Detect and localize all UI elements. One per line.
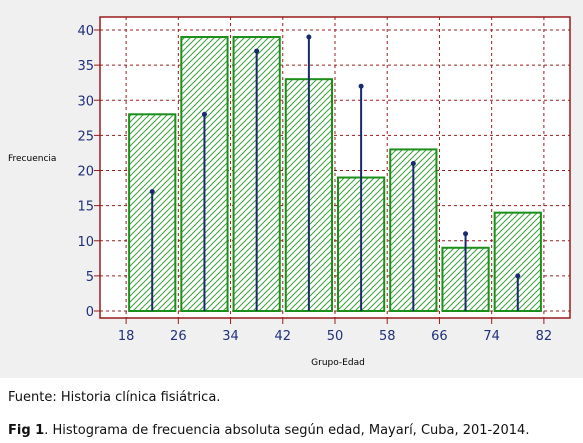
y-tick-label: 35 <box>77 59 94 74</box>
y-tick-label: 40 <box>77 24 94 39</box>
x-tick-label: 50 <box>327 329 344 344</box>
chart-figure: 0 5 10 15 20 25 30 35 40 18 26 34 42 50 58 66 74 82 Frecu… <box>0 0 583 378</box>
source-note: Fuente: Historia clínica fisiátrica. <box>8 390 221 405</box>
stem-point <box>410 160 416 166</box>
y-tick-label: 20 <box>77 165 94 180</box>
x-tick-label: 42 <box>275 329 292 344</box>
x-tick-label: 34 <box>222 329 239 344</box>
figure-caption: Fig 1. Histograma de frecuencia absoluta… <box>8 423 529 438</box>
caption-text: . Histograma de frecuencia absoluta segú… <box>44 423 530 438</box>
caption-label: Fig 1 <box>8 423 45 438</box>
y-tick-label: 30 <box>77 94 94 109</box>
chart-plot: 0 5 10 15 20 25 30 35 40 18 26 34 42 50 58 66 74 82 <box>77 16 571 344</box>
x-tick-label: 82 <box>536 329 553 344</box>
stem-point <box>358 83 364 89</box>
y-tick-label: 10 <box>77 235 94 250</box>
x-tick-label: 74 <box>483 329 500 344</box>
y-tick-label: 0 <box>86 305 94 320</box>
stem-point <box>149 189 155 195</box>
stem-point <box>463 231 469 237</box>
x-tick-label: 26 <box>170 329 187 344</box>
y-tick-label: 25 <box>77 129 94 144</box>
stem-point <box>515 273 521 279</box>
stem-point <box>306 34 312 40</box>
x-tick-label: 58 <box>379 329 396 344</box>
y-tick-label: 5 <box>86 270 94 285</box>
stem-point <box>201 111 207 117</box>
x-tick-label: 66 <box>431 329 448 344</box>
stem-point <box>254 48 260 54</box>
y-tick-label: 15 <box>77 200 94 215</box>
x-axis-label: Grupo-Edad <box>311 358 365 368</box>
y-axis-label: Frecuencia <box>8 154 57 164</box>
x-tick-label: 18 <box>118 329 135 344</box>
